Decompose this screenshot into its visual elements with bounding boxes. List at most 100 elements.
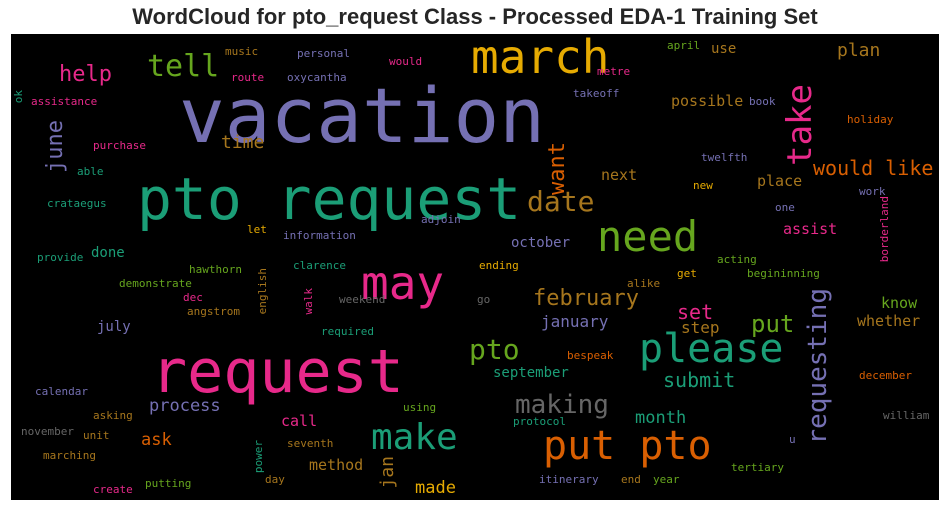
word-adjoin: adjoin — [421, 213, 461, 226]
word-request: request — [151, 337, 404, 407]
wordcloud-canvas: vacation pto request request march may please… — [11, 34, 939, 500]
word-dec: dec — [183, 291, 203, 304]
word-get: get — [677, 267, 697, 280]
word-work: work — [859, 185, 886, 198]
word-december: december — [859, 369, 912, 382]
word-vacation: vacation — [179, 71, 546, 160]
word-would-like: would like — [813, 156, 934, 180]
word-takeoff: takeoff — [573, 87, 620, 100]
word-marching: marching — [43, 449, 96, 462]
word-provide: provide — [37, 251, 84, 264]
word-begininning: begininning — [747, 267, 820, 280]
word-crataegus: crataegus — [47, 197, 107, 210]
word-would: would — [389, 55, 423, 68]
word-holiday: holiday — [847, 113, 894, 126]
word-purchase: purchase — [93, 139, 146, 152]
word-acting: acting — [717, 253, 757, 266]
word-new: new — [693, 179, 713, 192]
word-june: june — [43, 120, 68, 173]
word-power: power — [252, 440, 265, 474]
word-required: required — [321, 325, 374, 338]
word-create: create — [93, 483, 133, 496]
chart-title: WordCloud for pto_request Class - Proces… — [132, 4, 818, 29]
word-november: november — [21, 425, 74, 438]
word-whether: whether — [857, 312, 921, 330]
word-september: september — [493, 365, 569, 381]
word-itinerary: itinerary — [539, 473, 599, 486]
word-july: july — [97, 319, 131, 335]
word-pto-request: pto request — [137, 165, 522, 233]
word-year: year — [653, 473, 680, 486]
word-place: place — [757, 172, 803, 190]
word-process: process — [149, 396, 221, 416]
word-help: help — [59, 62, 112, 87]
word-hawthorn: hawthorn — [189, 263, 242, 276]
word-route: route — [231, 71, 265, 84]
word-know: know — [881, 294, 918, 312]
word-making: making — [515, 390, 609, 420]
word-protocol: protocol — [513, 415, 566, 428]
word-borderland: borderland — [878, 196, 891, 263]
word-set: set — [677, 300, 714, 324]
word-u: u — [789, 433, 796, 446]
word-made: made — [415, 478, 456, 498]
word-next: next — [601, 166, 638, 184]
word-ending: ending — [479, 259, 519, 272]
word-put: put — [751, 310, 795, 338]
word-method: method — [309, 456, 364, 474]
word-clarence: clarence — [293, 259, 346, 272]
word-step: step — [681, 318, 720, 337]
word-book: book — [749, 95, 776, 108]
word-weekend: weekend — [339, 293, 386, 306]
word-tell: tell — [147, 49, 220, 84]
word-time: time — [221, 132, 265, 153]
word-january: january — [541, 312, 609, 331]
word-pto: pto — [469, 333, 520, 366]
word-english: english — [256, 268, 269, 315]
word-call: call — [281, 412, 318, 430]
word-walk: walk — [302, 288, 315, 315]
word-seventh: seventh — [287, 437, 334, 450]
word-done: done — [91, 245, 125, 261]
word-ask: ask — [141, 430, 172, 450]
word-william: william — [883, 409, 930, 422]
word-submit: submit — [663, 368, 736, 392]
word-able: able — [77, 165, 104, 178]
word-personal: personal — [297, 47, 350, 60]
word-assist: assist — [783, 220, 838, 238]
word-putting: putting — [145, 477, 192, 490]
word-month: month — [635, 408, 687, 428]
word-asking: asking — [93, 409, 133, 422]
word-information: information — [283, 229, 356, 242]
word-go: go — [477, 293, 491, 306]
word-make: make — [371, 417, 458, 458]
word-angstrom: angstrom — [187, 305, 240, 318]
word-october: october — [511, 235, 571, 251]
word-calendar: calendar — [35, 385, 88, 398]
word-may: may — [361, 256, 445, 310]
word-day: day — [265, 473, 285, 486]
word-using: using — [403, 401, 437, 414]
word-requesting: requesting — [803, 288, 833, 445]
word-possible: possible — [671, 92, 744, 110]
word-plan: plan — [837, 40, 881, 61]
word-end: end — [621, 473, 641, 486]
word-one: one — [775, 201, 795, 214]
word-date: date — [527, 185, 595, 218]
word-use: use — [711, 41, 737, 57]
word-april: april — [667, 39, 701, 52]
word-need: need — [597, 212, 699, 261]
word-demonstrate: demonstrate — [119, 277, 192, 290]
word-jan: jan — [377, 456, 398, 489]
word-twelfth: twelfth — [701, 151, 748, 164]
word-music: music — [225, 45, 259, 58]
word-take: take — [780, 84, 820, 166]
word-let: let — [247, 223, 267, 236]
word-alike: alike — [627, 277, 661, 290]
word-tertiary: tertiary — [731, 461, 784, 474]
word-unit: unit — [83, 429, 110, 442]
word-oxycantha: oxycantha — [287, 71, 347, 84]
word-put-pto: put pto — [543, 423, 712, 469]
word-want: want — [545, 142, 570, 195]
word-march: march — [471, 34, 610, 84]
